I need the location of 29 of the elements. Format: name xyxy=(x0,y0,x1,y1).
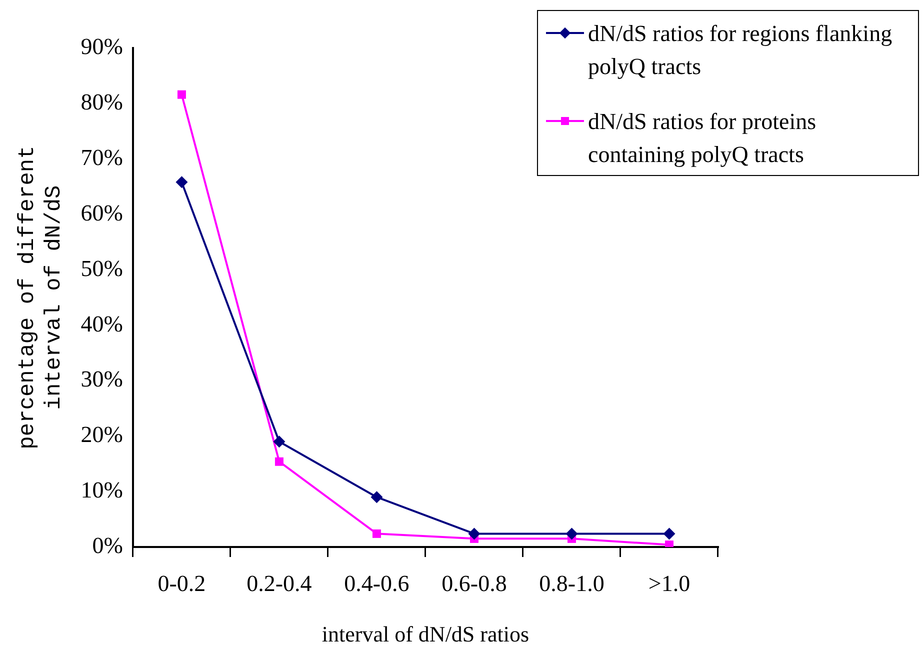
y-tick-label: 0% xyxy=(92,533,123,558)
point xyxy=(566,528,578,540)
point xyxy=(274,457,284,466)
y-axis-title: percentage of different interval of dN/dS xyxy=(15,146,66,450)
y-tick-label: 60% xyxy=(80,200,123,226)
point xyxy=(468,528,480,540)
x-tick-label: 0.6-0.8 xyxy=(442,570,507,596)
x-tick-label: 0-0.2 xyxy=(158,570,206,596)
y-tick-label: 10% xyxy=(80,478,123,503)
y-tick-label: 40% xyxy=(80,311,123,336)
legend-label: dN/dS ratios for proteins containing polyQ tracts xyxy=(588,108,818,169)
y-tick-label: 90% xyxy=(80,34,123,60)
y-tick-label: 50% xyxy=(80,256,123,281)
point xyxy=(663,528,676,540)
point xyxy=(176,176,188,188)
y-tick-label: 30% xyxy=(80,366,123,392)
x-axis-title: interval of dN/dS ratios xyxy=(322,622,530,647)
y-tick-label: 20% xyxy=(80,422,123,448)
point xyxy=(372,529,381,538)
y-tick-label: 70% xyxy=(80,144,123,170)
point xyxy=(370,491,383,504)
x-tick-label: 0.4-0.6 xyxy=(344,570,410,596)
x-tick-label: >1.0 xyxy=(648,570,690,596)
y-tick-label: 80% xyxy=(80,89,123,114)
point xyxy=(273,436,286,448)
x-tick-label: 0.8-1.0 xyxy=(539,570,604,596)
legend-label: dN/dS ratios for regions flanking polyQ tracts xyxy=(588,20,894,81)
x-tick-label: 0.2-0.4 xyxy=(246,570,312,596)
point xyxy=(177,90,186,99)
